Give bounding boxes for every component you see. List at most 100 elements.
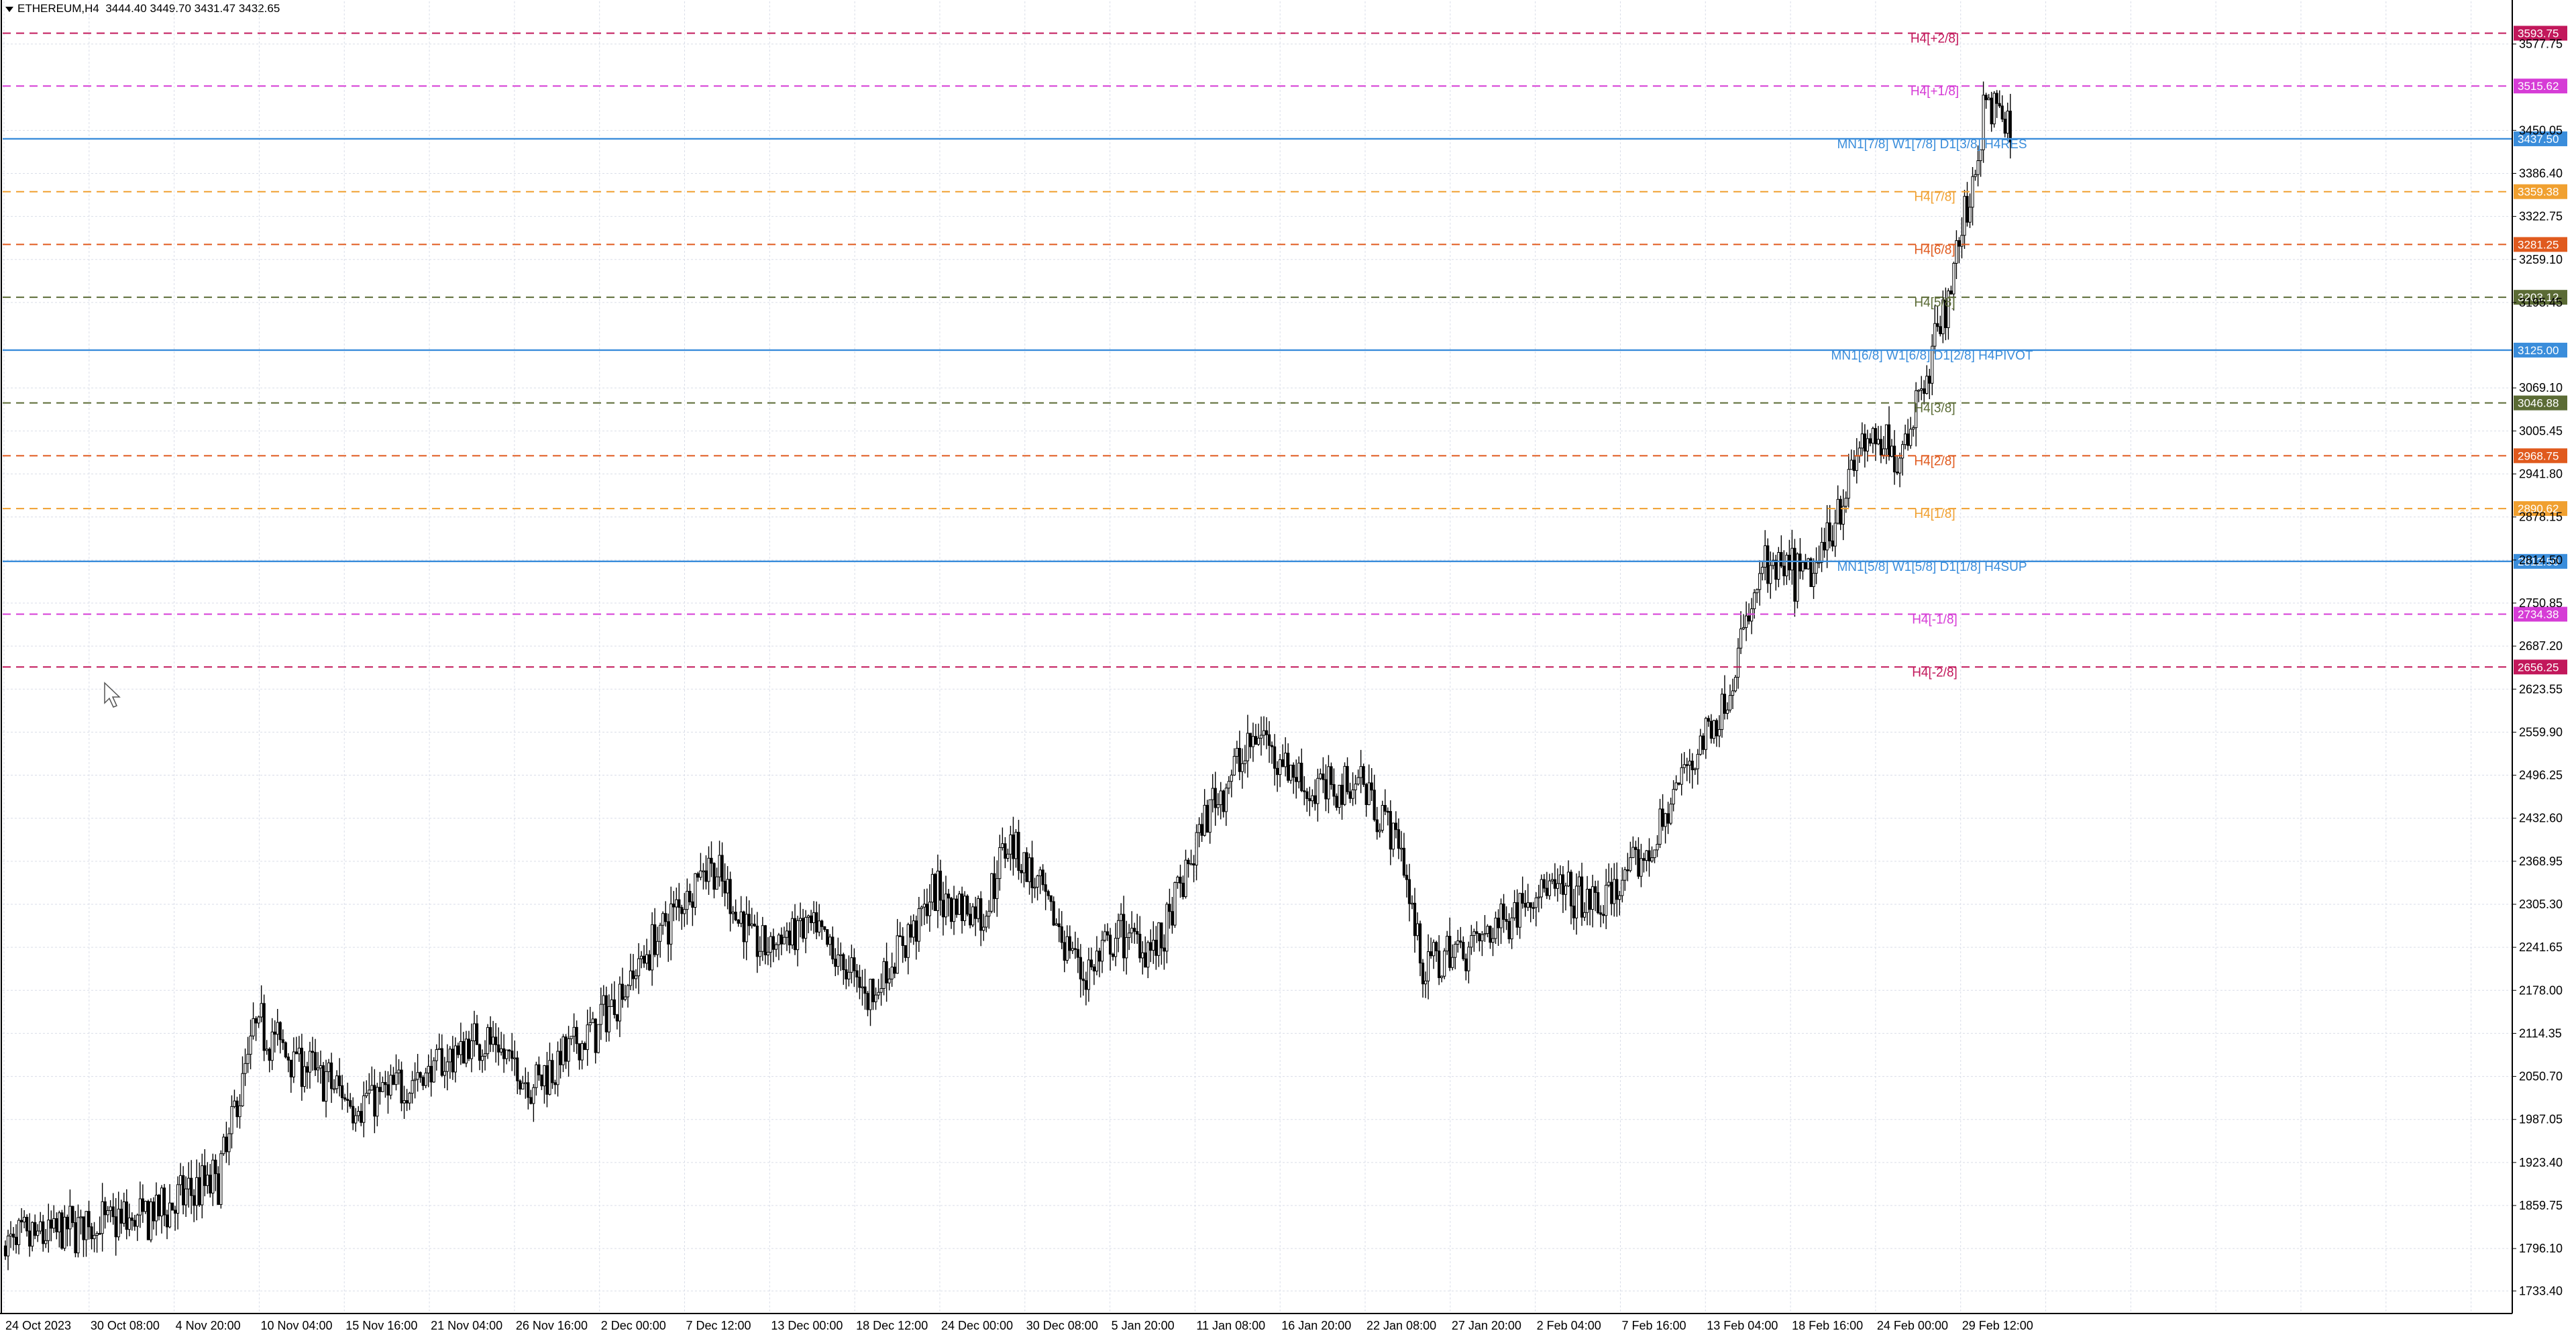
level-price-tag [2514,290,2567,305]
candle [987,900,991,929]
collapse-triangle-icon[interactable] [5,6,13,12]
candle-body [1728,695,1732,710]
candle [1761,560,1764,581]
candle-body [1532,907,1535,909]
candle [1963,189,1966,250]
candle-body [591,1018,594,1023]
candle [162,1183,166,1227]
candle [949,896,953,929]
candle-body [1841,506,1845,525]
candle-body [1756,589,1759,594]
candle-body [329,1062,333,1089]
candle [532,1083,535,1122]
candle-body [349,1100,352,1107]
candle [2008,93,2012,159]
candle [6,1230,10,1271]
candle [1582,902,1587,921]
candle [877,979,880,1000]
level-price-tag [2514,237,2567,252]
candle [564,1034,568,1069]
candle-body [238,1105,241,1118]
y-tick-label: 2114.35 [2519,1026,2562,1040]
candle [1936,305,1939,332]
candle [1629,841,1632,873]
candle-body [861,986,864,989]
candle [1319,768,1322,780]
candle-body [1279,759,1282,775]
candle [543,1065,546,1104]
candle-body [66,1216,69,1230]
candle [206,1162,209,1194]
candle-body [365,1093,368,1096]
candle [804,910,808,953]
candle [1254,724,1258,745]
candle-body [1815,562,1818,574]
candle [1863,424,1866,468]
level-label: H4[7/8] [1914,191,1955,205]
candle [1709,714,1713,744]
candle-body [1602,914,1605,916]
candle [1324,764,1328,812]
candle-body [1216,804,1220,808]
candle [386,1071,390,1114]
candle [1402,833,1406,878]
candle [1044,872,1047,910]
candle-body [1168,904,1171,912]
level-price-tag [2514,606,2567,622]
x-tick-label: 5 Jan 20:00 [1112,1319,1175,1332]
candle-body [1136,930,1139,934]
candle-body [1518,893,1521,928]
y-tick-label: 2559.90 [2519,725,2563,739]
candle-body [1645,850,1648,861]
candle [300,1034,303,1101]
candle [1518,892,1521,939]
candle [284,1041,287,1059]
candle [1483,915,1487,942]
candle-body [607,1006,610,1032]
candle-body [540,1074,543,1087]
candle-body [1128,932,1131,939]
candle-body [1111,953,1115,957]
candle-body [1214,788,1217,808]
candle-body [855,970,859,978]
candle-body [1542,879,1546,889]
candle-body [1855,456,1858,471]
candle [990,873,994,914]
candle-body [1866,438,1869,451]
candle-body [648,954,651,971]
candle-body [260,1003,263,1018]
candle [737,919,740,927]
y-tick-label: 2814.50 [2519,553,2563,567]
candle [777,932,781,961]
candle [1677,782,1680,786]
candle-body [1828,522,1831,541]
candle [1925,365,1929,395]
candle [996,860,999,917]
candle-body [1690,760,1694,771]
candle-body [1017,832,1020,871]
candle-body [766,951,769,955]
candle-body [847,971,851,979]
candle-body [1704,718,1707,750]
candle [629,953,633,990]
candle-body [1464,958,1468,971]
candle [699,853,702,881]
candle-body [1558,874,1562,884]
candle-body [1443,951,1446,977]
candle [1860,422,1864,457]
candle [273,1020,276,1053]
candle [1774,555,1778,591]
candle [1046,890,1050,900]
candle-body [1941,299,1945,335]
candle-body [1839,498,1842,525]
candle [1410,895,1414,910]
candle-body [1626,869,1629,871]
candle-body [1631,847,1635,858]
candle [696,871,700,882]
candle-body [618,983,622,1022]
candle-body [187,1177,191,1189]
candle-body [152,1201,156,1222]
candle [17,1218,21,1254]
